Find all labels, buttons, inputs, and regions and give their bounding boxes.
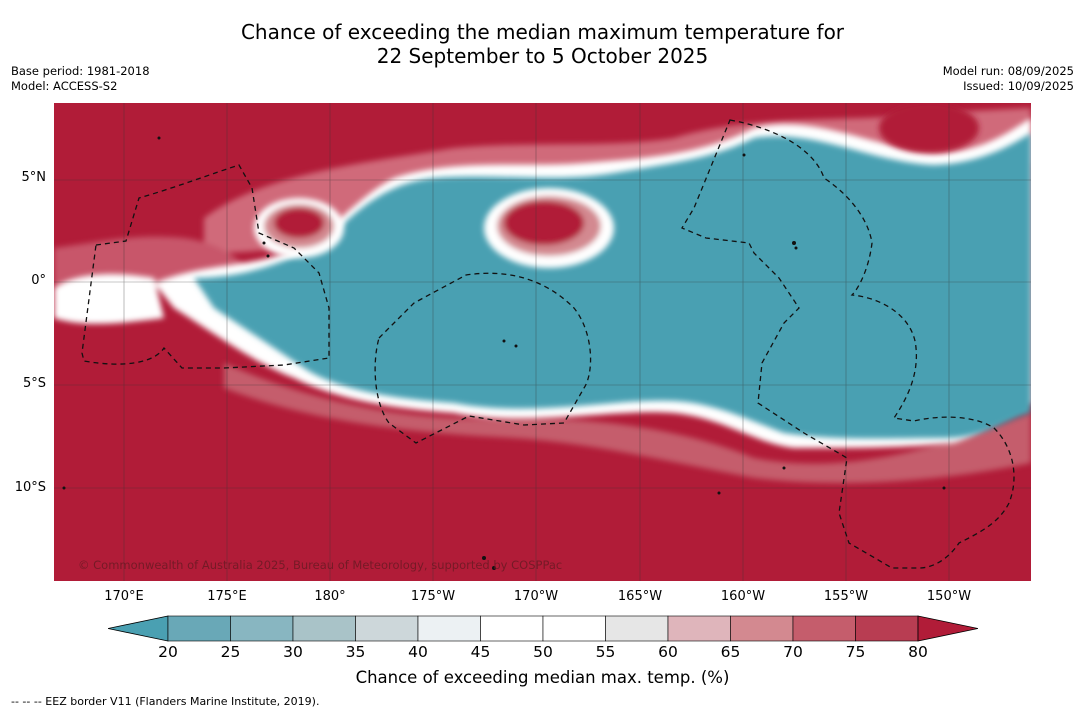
issued-date: Issued: 10/09/2025 — [963, 79, 1074, 93]
meta-left: Base period: 1981-2018 Model: ACCESS-S2 — [11, 64, 150, 94]
blue-core — [194, 133, 1031, 439]
colorbar-label: Chance of exceeding median max. temp. (%… — [355, 668, 730, 687]
graticule — [54, 103, 1031, 581]
west-neutral-blob — [54, 274, 164, 324]
colorbar-segment — [480, 615, 544, 642]
lat-label-0: 0° — [31, 273, 46, 288]
model-name: Model: ACCESS-S2 — [11, 79, 118, 93]
eez-footnote: -- -- -- EEZ border V11 (Flanders Marine… — [11, 695, 320, 708]
lon-label-170e: 170°E — [104, 589, 144, 604]
colorbar-extend-low — [108, 615, 169, 642]
lat-label-10s: 10°S — [14, 480, 46, 495]
ne-red-bubble — [879, 103, 979, 153]
above-median-bubbles — [254, 103, 979, 268]
eez-west — [81, 164, 330, 369]
colorbar-tick-label: 65 — [720, 643, 741, 661]
colorbar-tick-label: 70 — [783, 643, 803, 661]
colorbar-segment — [292, 615, 356, 642]
colorbar-tick-label: 55 — [595, 643, 616, 661]
below-median-region — [194, 133, 1031, 439]
colorbar-tick-label: 60 — [658, 643, 678, 661]
colorbar-tick-label: 25 — [220, 643, 241, 661]
colorbar-segment — [417, 615, 481, 642]
south-pink-band — [224, 363, 1031, 483]
lon-label-155w: 155°W — [823, 589, 869, 604]
lon-label-180: 180° — [314, 589, 346, 604]
colorbar-segment — [355, 615, 419, 642]
colorbar-segment — [230, 615, 294, 642]
colorbar-tick-label: 40 — [408, 643, 428, 661]
central-red-bubble — [504, 201, 584, 245]
probability-map — [54, 103, 1031, 581]
colorbar-tick-label: 35 — [345, 643, 366, 661]
colorbar-tick-label: 50 — [533, 643, 553, 661]
lon-label-165w: 165°W — [617, 589, 663, 604]
colorbar-tick-label: 80 — [908, 643, 928, 661]
colorbar-tick-label: 45 — [470, 643, 491, 661]
colorbar-extend-high — [917, 615, 978, 642]
base-period: Base period: 1981-2018 — [11, 64, 150, 78]
colorbar-tick-label: 30 — [283, 643, 303, 661]
colorbar-segment — [667, 615, 731, 642]
colorbar — [108, 615, 978, 642]
lon-label-175w: 175°W — [410, 589, 456, 604]
copyright-notice: © Commonwealth of Australia 2025, Bureau… — [78, 558, 563, 572]
meta-right: Model run: 08/09/2025 Issued: 10/09/2025 — [943, 64, 1074, 94]
lon-label-160w: 160°W — [720, 589, 766, 604]
colorbar-tick-label: 75 — [845, 643, 866, 661]
colorbar-segment — [730, 615, 794, 642]
colorbar-segment — [542, 615, 606, 642]
eez-east — [681, 119, 1015, 569]
lat-label-5s: 5°S — [22, 376, 46, 391]
colorbar-segment — [605, 615, 669, 642]
west-red-bubble — [274, 208, 324, 238]
chart-title: Chance of exceeding the median maximum t… — [0, 20, 1085, 68]
title-line-1: Chance of exceeding the median maximum t… — [240, 20, 845, 44]
lon-label-175e: 175°E — [207, 589, 247, 604]
colorbar-segment — [167, 615, 231, 642]
lon-label-150w: 150°W — [926, 589, 972, 604]
eez-borders — [81, 119, 1015, 569]
colorbar-tick-label: 20 — [158, 643, 178, 661]
eez-central — [374, 272, 592, 444]
title-line-2: 22 September to 5 October 2025 — [376, 44, 709, 68]
lat-label-5n: 5°N — [21, 170, 47, 185]
colorbar-segment — [855, 615, 919, 642]
islands — [62, 136, 946, 570]
colorbar-segment — [792, 615, 856, 642]
model-run: Model run: 08/09/2025 — [942, 64, 1074, 78]
lon-label-170w: 170°W — [513, 589, 559, 604]
